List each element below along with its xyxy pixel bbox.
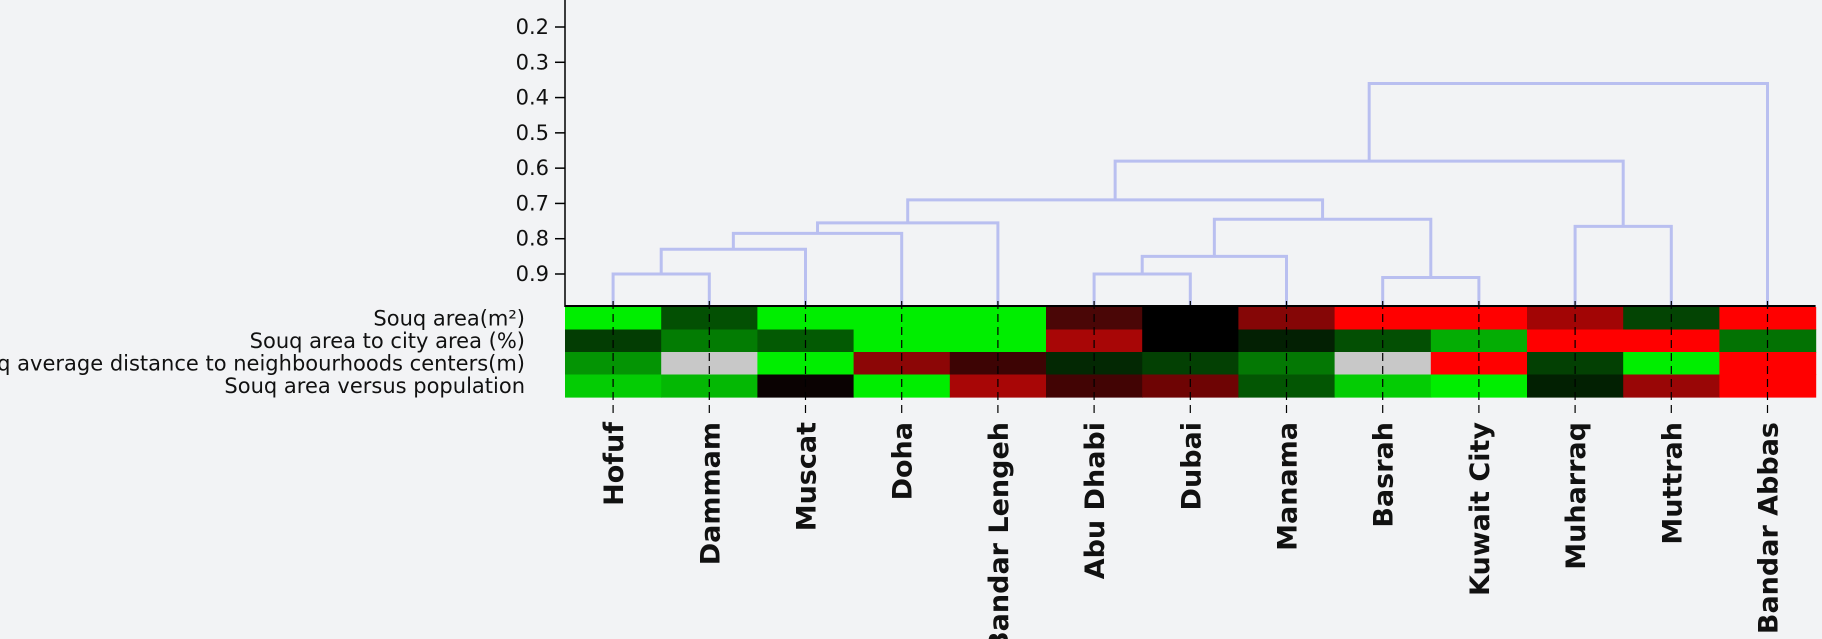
dendrogram-link xyxy=(1381,276,1481,307)
axis-tick-label: 0.3 xyxy=(516,50,549,74)
heatmap-cell-souq-average-distance-to-bandar-abbas xyxy=(1719,352,1817,376)
dendrogram-branch xyxy=(816,221,1000,307)
column-label-bandar-lengeh: Bandar Lengeh xyxy=(984,422,1015,639)
dendrogram-branch xyxy=(1140,254,1288,307)
axis-tick-label: 0.6 xyxy=(516,156,549,180)
axis-tick-label: 0.5 xyxy=(516,121,549,145)
heatmap-cell-souq-average-distance-to-dubai xyxy=(1142,352,1239,376)
dendrogram-link xyxy=(659,247,807,307)
axis-tick-label: 0.9 xyxy=(516,262,549,286)
column-label-dammam: Dammam xyxy=(695,422,726,565)
dendrogram-link xyxy=(611,272,711,307)
column-label-hofuf: Hofuf xyxy=(599,422,630,506)
column-guide-lines xyxy=(612,301,1769,413)
dendrogram-link xyxy=(1212,217,1433,278)
axis-tick-label: 0.2 xyxy=(516,15,549,39)
dendrogram-branch xyxy=(731,231,904,307)
column-label-doha: Doha xyxy=(888,422,919,500)
heatmap-cell-souq-average-distance-to-muttrah xyxy=(1623,352,1720,376)
heatmap-cell-souq-average-distance-to-dammam xyxy=(661,352,758,376)
heatmap-cell-souq-average-distance-to-doha xyxy=(853,352,951,376)
column-label-muscat: Muscat xyxy=(792,422,823,531)
heatmap-cell-souq-average-distance-to-abu-dhabi xyxy=(1046,352,1143,376)
dendrogram-link xyxy=(1092,272,1192,307)
dendrogram-link xyxy=(1140,254,1288,307)
column-labels: Hofuf Dammam Muscat Doha Bandar Lengeh Abu Dh… xyxy=(599,422,1784,639)
dendrogram-branch xyxy=(1573,224,1673,307)
axis-tick-label: 0.8 xyxy=(516,227,549,251)
heatmap-cell-souq-average-distance-to-bandar-lengeh xyxy=(949,352,1047,376)
column-label-basrah: Basrah xyxy=(1369,422,1400,528)
column-label-manama: Manama xyxy=(1273,422,1304,551)
dendrogram-branch xyxy=(1113,159,1625,227)
dendrogram-branch xyxy=(1212,217,1433,278)
heatmap-cell-souq-average-distance-to-muharraq xyxy=(1527,352,1624,376)
heatmap-cell-souq-average-distance-to-basrah xyxy=(1334,352,1432,376)
heatmap-cell-souq-average-distance-to-kuwait-city xyxy=(1430,352,1528,376)
dendrogram-link xyxy=(731,231,904,307)
column-label-muharraq: Muharraq xyxy=(1561,422,1592,570)
column-label-kuwait-city: Kuwait City xyxy=(1465,422,1496,596)
column-label-bandar-abbas: Bandar Abbas xyxy=(1754,422,1785,634)
dendrogram-link xyxy=(1573,224,1673,307)
dendrogram-link xyxy=(1113,159,1625,227)
axis-tick-label: 0.7 xyxy=(516,191,549,215)
column-label-dubai: Dubai xyxy=(1176,422,1207,510)
axis-tick-label: 0.4 xyxy=(516,86,549,110)
row-label-souq-area-m: Souq area(m²) xyxy=(373,306,525,330)
column-label-muttrah: Muttrah xyxy=(1657,422,1688,545)
row-label-souq-area-to-city-area: Souq area to city area (%) xyxy=(250,329,525,353)
heatmap-cell-souq-average-distance-to-hofuf xyxy=(565,352,662,376)
row-labels: Souq area(m²)Souq area to city area (%)S… xyxy=(0,306,525,398)
dendrogram xyxy=(611,81,1769,307)
dendrogram-link xyxy=(816,221,1000,307)
dendrogram-branch xyxy=(1367,81,1769,307)
dendrogram-link xyxy=(1367,81,1769,307)
dendrogram-branch xyxy=(659,247,807,307)
column-label-abu-dhabi: Abu Dhabi xyxy=(1080,422,1111,579)
row-label-souq-average-distance-to-neigh: Souq average distance to neighbourhoods … xyxy=(0,351,525,375)
row-label-souq-area-versus-population: Souq area versus population xyxy=(224,374,525,398)
heatmap-cell-souq-average-distance-to-muscat xyxy=(757,352,855,376)
dendrogram-branch xyxy=(1381,276,1481,307)
dendrogram-height-axis: 0.2 0.3 0.4 0.5 0.6 0.7 0.8 0.9 xyxy=(516,0,566,307)
dendrogram-branch xyxy=(611,272,711,307)
dendrogram-branch xyxy=(1092,272,1192,307)
heatmap-cell-souq-average-distance-to-manama xyxy=(1238,352,1336,376)
